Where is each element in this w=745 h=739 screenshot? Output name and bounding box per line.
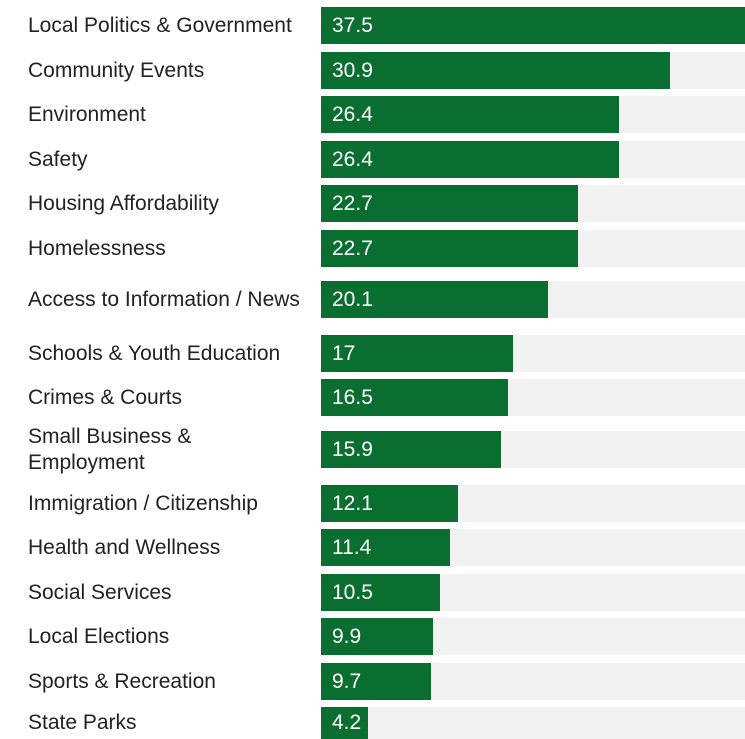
bar-track: 22.7 [321, 185, 745, 222]
category-label: Schools & Youth Education [28, 341, 281, 365]
bar-row: State Parks 4.2 [0, 707, 745, 739]
bar: 16.5 [321, 379, 508, 416]
bar: 30.9 [321, 52, 670, 89]
bar-track: 30.9 [321, 52, 745, 89]
bar-row: Crimes & Courts 16.5 [0, 379, 745, 416]
bar: 15.9 [321, 431, 501, 468]
category-label: Immigration / Citizenship [28, 491, 258, 515]
bar-track: 22.7 [321, 230, 745, 267]
bar-row: Housing Affordability 22.7 [0, 185, 745, 222]
bar-value-label: 17 [332, 341, 356, 365]
bar-track: 15.9 [321, 431, 745, 468]
bar-track: 9.9 [321, 618, 745, 655]
bar-row: Local Elections 9.9 [0, 618, 745, 655]
bar: 10.5 [321, 574, 440, 611]
bar-row: Health and Wellness 11.4 [0, 529, 745, 566]
category-label: Community Events [28, 58, 205, 82]
bar-track: 26.4 [321, 141, 745, 178]
bar: 26.4 [321, 96, 619, 133]
bar-value-label: 22.7 [332, 236, 373, 260]
bar-row: Small Business & Employment 15.9 [0, 424, 745, 474]
bar: 20.1 [321, 281, 548, 318]
bar-value-label: 16.5 [332, 385, 373, 409]
bar-row: Access to Information / News 20.1 [0, 281, 745, 318]
bar: 22.7 [321, 230, 578, 267]
bar-value-label: 22.7 [332, 191, 373, 215]
bar-value-label: 15.9 [332, 437, 373, 461]
category-label: Housing Affordability [28, 191, 220, 215]
bar-row: Safety 26.4 [0, 141, 745, 178]
bar-value-label: 37.5 [332, 13, 373, 37]
bar-value-label: 10.5 [332, 580, 373, 604]
category-label: Local Politics & Government [28, 13, 292, 37]
category-label: Safety [28, 147, 88, 171]
bar-value-label: 20.1 [332, 287, 373, 311]
bar-row: Social Services 10.5 [0, 574, 745, 611]
bar: 26.4 [321, 141, 619, 178]
bar-track: 16.5 [321, 379, 745, 416]
bar-row: Immigration / Citizenship 12.1 [0, 485, 745, 522]
bar: 12.1 [321, 485, 458, 522]
category-label: Homelessness [28, 236, 166, 260]
category-label: Environment [28, 102, 146, 126]
bar-track: 11.4 [321, 529, 745, 566]
bar-track: 20.1 [321, 281, 745, 318]
bar: 11.4 [321, 529, 450, 566]
bar-track: 10.5 [321, 574, 745, 611]
bar-row: Community Events 30.9 [0, 52, 745, 89]
category-label: Local Elections [28, 624, 170, 648]
bar: 37.5 [321, 7, 745, 44]
bar-row: Environment 26.4 [0, 96, 745, 133]
bar: 4.2 [321, 707, 368, 739]
category-label: Sports & Recreation [28, 669, 216, 693]
category-label: Crimes & Courts [28, 385, 183, 409]
category-label: Access to Information / News [28, 287, 300, 311]
bar-row: Sports & Recreation 9.7 [0, 663, 745, 700]
bar-track: 12.1 [321, 485, 745, 522]
bar-row: Local Politics & Government 37.5 [0, 7, 745, 44]
bar-track: 37.5 [321, 7, 745, 44]
category-label: Small Business & Employment [28, 424, 192, 474]
bar-track: 17 [321, 335, 745, 372]
bar-track: 4.2 [321, 707, 745, 739]
bar-value-label: 9.9 [332, 624, 362, 648]
bar-value-label: 11.4 [332, 535, 372, 559]
bar-value-label: 9.7 [332, 669, 362, 693]
bar-value-label: 12.1 [332, 491, 373, 515]
bar-value-label: 26.4 [332, 102, 373, 126]
bar: 22.7 [321, 185, 578, 222]
category-label: Social Services [28, 580, 172, 604]
bar-value-label: 30.9 [332, 58, 373, 82]
bar-row: Homelessness 22.7 [0, 230, 745, 267]
bar: 9.7 [321, 663, 431, 700]
bar: 9.9 [321, 618, 433, 655]
category-label: Health and Wellness [28, 535, 221, 559]
bar-track: 9.7 [321, 663, 745, 700]
bar-value-label: 26.4 [332, 147, 373, 171]
bar-row: Schools & Youth Education 17 [0, 335, 745, 372]
bar: 17 [321, 335, 513, 372]
category-label: State Parks [28, 711, 137, 734]
bar-track: 26.4 [321, 96, 745, 133]
bar-value-label: 4.2 [332, 711, 362, 734]
